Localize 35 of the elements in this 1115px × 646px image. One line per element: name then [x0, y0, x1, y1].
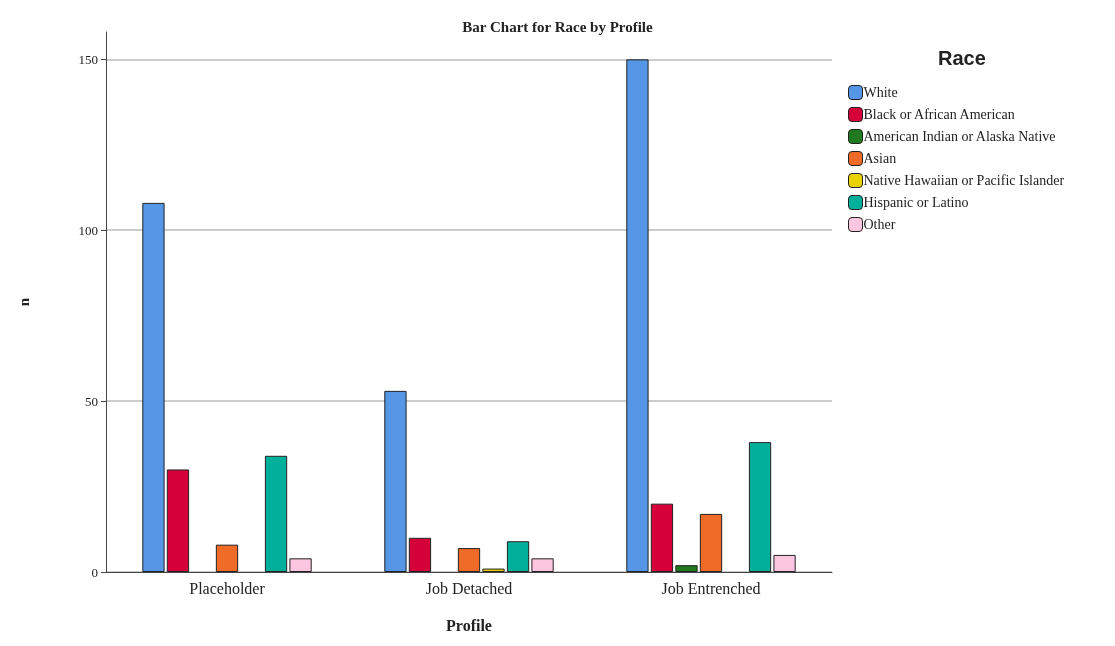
- bar: [773, 554, 796, 572]
- legend-title: Race: [938, 47, 986, 69]
- bar: [748, 442, 772, 572]
- y-tick-label: 100: [78, 222, 98, 238]
- legend-label: Asian: [863, 151, 897, 166]
- bar: [384, 390, 407, 572]
- y-tick-label: 150: [78, 51, 98, 67]
- bar: [650, 503, 674, 572]
- bar: [264, 455, 288, 572]
- bar: [142, 202, 165, 572]
- bar: [408, 537, 432, 572]
- bar: [289, 558, 312, 572]
- x-axis-title: Profile: [446, 616, 492, 634]
- bar: [215, 544, 239, 572]
- bar: [531, 558, 554, 572]
- legend-label: Other: [863, 217, 896, 232]
- y-tick-label: 0: [91, 564, 98, 580]
- bar: [699, 513, 723, 572]
- y-axis-title: n: [15, 297, 32, 307]
- bar: [506, 541, 530, 572]
- y-tick-label: 50: [85, 393, 98, 409]
- x-tick-label: Job Detached: [425, 579, 513, 597]
- legend-label: Black or African American: [863, 107, 1015, 122]
- legend-label: Hispanic or Latino: [863, 195, 969, 210]
- chart-title: Bar Chart for Race by Profile: [462, 18, 654, 35]
- legend-label: American Indian or Alaska Native: [863, 129, 1056, 144]
- bar: [675, 565, 698, 572]
- bar: [457, 548, 481, 572]
- bar: [626, 59, 649, 572]
- x-tick-label: Job Entrenched: [661, 579, 761, 597]
- bar: [482, 568, 505, 572]
- bar: [166, 469, 190, 572]
- legend-label: Native Hawaiian or Pacific Islander: [863, 173, 1065, 188]
- legend-label: White: [863, 85, 898, 100]
- x-tick-label: Placeholder: [189, 579, 266, 597]
